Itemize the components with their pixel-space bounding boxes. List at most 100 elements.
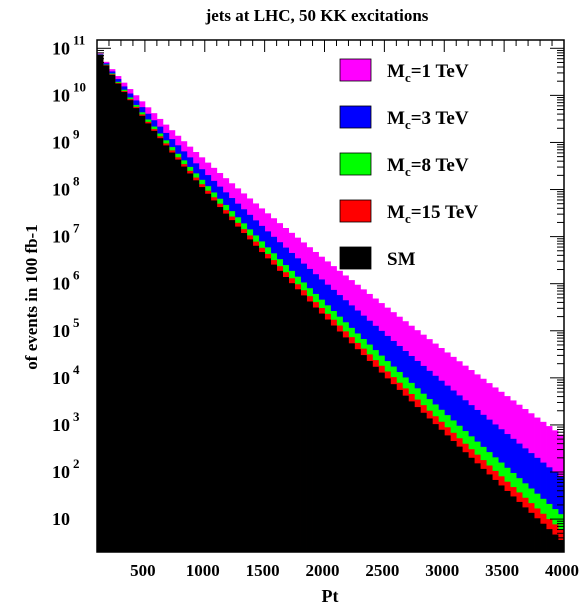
bar: [516, 501, 523, 552]
bar: [300, 295, 307, 552]
bar: [156, 138, 164, 552]
bar: [294, 289, 301, 552]
bar: [390, 384, 397, 552]
bar: [420, 412, 427, 552]
bar: [144, 123, 152, 552]
bar: [510, 496, 517, 552]
legend-swatch: [339, 58, 372, 82]
y-tick-label: 10 8: [52, 174, 80, 200]
axis-ticks: [96, 40, 565, 553]
bar: [192, 180, 200, 553]
bar: [444, 435, 451, 552]
bar: [486, 474, 493, 552]
histogram-bars: [97, 53, 565, 553]
x-tick-label: 500: [130, 561, 156, 580]
bar: [540, 523, 547, 552]
bar: [378, 372, 385, 552]
bar: [480, 468, 487, 552]
bar: [270, 264, 278, 552]
bar: [234, 226, 242, 552]
bar: [462, 452, 469, 552]
bar: [504, 490, 511, 552]
bar: [372, 366, 379, 552]
legend-label: Mc=3 TeV: [387, 108, 469, 132]
bar: [360, 355, 367, 552]
bar: [324, 319, 331, 552]
bar: [246, 239, 254, 553]
legend-label: Mc=1 TeV: [387, 61, 469, 85]
bar: [414, 407, 421, 552]
legend: Mc=1 TeV Mc=3 TeV Mc=8 TeV Mc=15 TeV SM: [339, 58, 478, 270]
legend-swatch: [339, 152, 372, 176]
bar: [174, 159, 182, 552]
bar: [306, 301, 313, 552]
bar: [474, 463, 481, 552]
bar: [546, 529, 553, 552]
x-tick-label: 1000: [186, 561, 220, 580]
legend-item: SM: [339, 246, 416, 270]
legend-label: SM: [387, 249, 416, 270]
bar: [168, 152, 176, 552]
y-tick-label: 10 9: [52, 126, 80, 152]
bar: [138, 115, 146, 553]
bar: [216, 207, 224, 552]
bar: [558, 539, 565, 552]
bar: [210, 200, 218, 552]
x-tick-label: 2000: [306, 561, 340, 580]
legend-swatch: [339, 105, 372, 129]
bar: [198, 187, 206, 553]
bar: [366, 360, 373, 552]
bar: [408, 401, 415, 552]
bar: [348, 343, 355, 552]
bar: [522, 507, 529, 552]
bar: [150, 130, 158, 552]
bar: [204, 193, 212, 552]
bar: [450, 441, 457, 552]
bar: [396, 389, 403, 552]
bar: [126, 100, 134, 552]
bar: [498, 485, 505, 552]
y-tick-label: 10 10: [52, 79, 86, 105]
chart-title: jets at LHC, 50 KK excitations: [205, 6, 429, 25]
bar: [354, 349, 361, 552]
bar: [240, 233, 248, 552]
x-tick-label: 1500: [246, 561, 280, 580]
bar: [432, 424, 439, 552]
bar: [276, 270, 284, 552]
bar: [528, 512, 535, 552]
x-tick-label: 4000: [545, 561, 579, 580]
x-tick-label: 2500: [365, 561, 399, 580]
bar: [132, 108, 140, 553]
bar: [552, 534, 559, 552]
bar: [114, 83, 122, 553]
bar: [456, 446, 463, 552]
y-tick-label: 10: [52, 509, 70, 529]
legend-label: Mc=8 TeV: [387, 155, 469, 179]
bar: [120, 92, 128, 553]
x-tick-label: 3500: [485, 561, 519, 580]
x-tick-label: 3000: [425, 561, 459, 580]
bar: [186, 173, 194, 552]
bar: [330, 325, 337, 552]
y-tick-label: 10 2: [52, 456, 80, 482]
legend-item: Mc=1 TeV: [339, 58, 469, 85]
y-tick-label: 10 6: [52, 268, 80, 294]
legend-swatch: [339, 199, 372, 223]
bar: [438, 429, 445, 552]
legend-swatch: [339, 246, 372, 270]
bar: [97, 55, 104, 552]
bar: [264, 258, 272, 552]
bar: [402, 395, 409, 552]
x-tick-labels: 500 1000 1500 2000 2500 3000 3500 4000: [130, 561, 579, 580]
bar: [252, 245, 260, 552]
bar: [288, 283, 295, 552]
bar: [426, 418, 433, 552]
bar: [318, 313, 325, 552]
legend-item: Mc=3 TeV: [339, 105, 469, 132]
bar: [162, 145, 170, 552]
bar: [282, 277, 289, 552]
y-axis-label: of events in 100 fb-1: [22, 224, 41, 369]
bar: [336, 331, 343, 552]
bar: [534, 518, 541, 552]
